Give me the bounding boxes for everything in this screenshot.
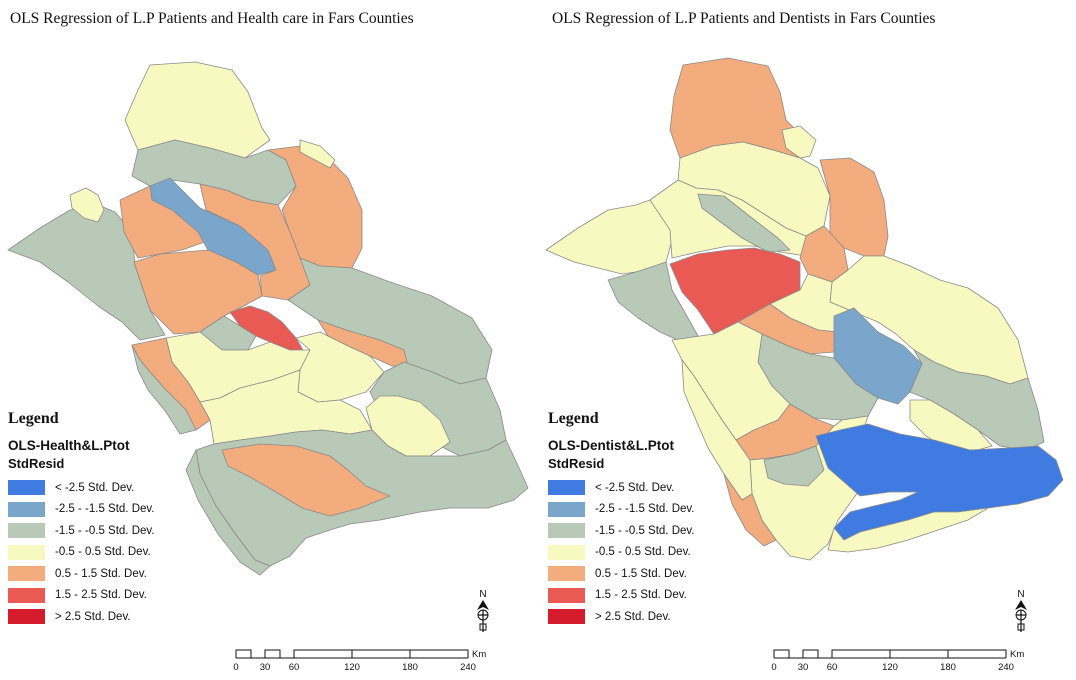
legend-item: > 2.5 Std. Dev. [8,606,208,628]
legend-swatch [8,587,45,603]
fars-map-dentist [545,57,1064,561]
legend-items: < -2.5 Std. Dev. -2.5 - -1.5 Std. Dev. -… [548,477,748,628]
legend-label: -0.5 - 0.5 Std. Dev. [595,546,691,559]
legend-label: > 2.5 Std. Dev. [55,610,131,623]
map-title: OLS Regression of L.P Patients and Healt… [10,10,414,27]
legend-label: < -2.5 Std. Dev. [55,481,135,494]
legend-field-name: StdResid [548,456,605,471]
legend-label: 1.5 - 2.5 Std. Dev. [55,589,147,602]
north-arrow-icon: N [1015,589,1027,632]
legend-swatch [548,587,585,603]
legend-label: -2.5 - -1.5 Std. Dev. [55,503,155,516]
legend-swatch [8,523,45,539]
legend-swatch [8,501,45,517]
scale-tick-label: 180 [940,662,956,673]
scale-tick-label: 120 [344,662,360,673]
scale-bar: 0 30 60 120 180 240 Km [233,649,486,673]
scale-tick-label: 240 [998,662,1014,673]
scale-tick-label: 180 [402,662,418,673]
legend-layer-name: OLS-Health&L.Ptot [8,438,130,453]
legend-item: > 2.5 Std. Dev. [548,606,748,628]
legend-item: 1.5 - 2.5 Std. Dev. [8,585,208,607]
county-region [909,399,993,453]
scale-tick-label: 60 [827,662,838,673]
county-region [299,139,336,169]
legend-label: < -2.5 Std. Dev. [595,481,675,494]
county-region [763,445,825,487]
county-region [697,193,791,253]
legend-label: -0.5 - 0.5 Std. Dev. [55,546,151,559]
legend-layer-name: OLS-Dentist&L.Ptot [548,438,674,453]
legend-item: -2.5 - -1.5 Std. Dev. [8,499,208,521]
legend-label: > 2.5 Std. Dev. [595,610,671,623]
north-label: N [1017,589,1024,600]
legend-swatch [548,544,585,560]
legend-label: 0.5 - 1.5 Std. Dev. [55,567,147,580]
scale-tick-label: 240 [460,662,476,673]
fars-map-health [7,61,529,576]
legend-item: 0.5 - 1.5 Std. Dev. [548,563,748,585]
scale-unit: Km [472,649,486,660]
county-region [133,249,263,335]
county-region [221,443,391,517]
legend-item: 0.5 - 1.5 Std. Dev. [8,563,208,585]
county-region [723,473,777,547]
north-label: N [479,589,486,600]
legend-item: -0.5 - 0.5 Std. Dev. [8,542,208,564]
county-region [131,344,197,435]
county-region [185,449,271,576]
legend-swatch [548,523,585,539]
scale-unit: Km [1010,649,1024,660]
county-region [295,331,385,403]
scale-tick-label: 0 [233,662,238,673]
legend-item: -2.5 - -1.5 Std. Dev. [548,499,748,521]
legend-item: -1.5 - -0.5 Std. Dev. [8,520,208,542]
legend-swatch [548,480,585,496]
legend-label: -1.5 - -0.5 Std. Dev. [595,524,695,537]
legend-field-name: StdResid [8,456,65,471]
legend-item: < -2.5 Std. Dev. [548,477,748,499]
scale-tick-label: 0 [771,662,776,673]
county-region [781,125,817,159]
north-arrow-icon: N [477,589,489,632]
legend-items: < -2.5 Std. Dev. -2.5 - -1.5 Std. Dev. -… [8,477,208,628]
legend-swatch [548,501,585,517]
map-panel-health: OLS Regression of L.P Patients and Healt… [7,10,529,673]
scale-tick-label: 60 [289,662,300,673]
scale-tick-label: 30 [798,662,809,673]
map-panel-dentist: OLS Regression of L.P Patients and Denti… [538,0,1076,680]
legend-label: -1.5 - -0.5 Std. Dev. [55,524,155,537]
county-region [545,199,673,275]
legend-item: 1.5 - 2.5 Std. Dev. [548,585,748,607]
legend-heading: Legend [8,410,59,427]
map-legend: Legend OLS-Dentist&L.Ptot StdResid < -2.… [548,410,748,628]
legend-label: 1.5 - 2.5 Std. Dev. [595,589,687,602]
legend-swatch [8,566,45,582]
county-region [69,187,105,223]
scale-tick-label: 120 [882,662,898,673]
legend-item: -0.5 - 0.5 Std. Dev. [548,542,748,564]
legend-label: -2.5 - -1.5 Std. Dev. [595,503,695,516]
scale-tick-label: 30 [260,662,271,673]
legend-swatch [548,566,585,582]
map-title: OLS Regression of L.P Patients and Denti… [552,10,936,27]
legend-item: < -2.5 Std. Dev. [8,477,208,499]
legend-item: -1.5 - -0.5 Std. Dev. [548,520,748,542]
legend-heading: Legend [548,410,599,427]
legend-swatch [8,480,45,496]
legend-swatch [548,609,585,625]
county-region [124,61,271,159]
legend-label: 0.5 - 1.5 Std. Dev. [595,567,687,580]
legend-swatch [8,544,45,560]
county-region [827,507,989,553]
map-legend: Legend OLS-Health&L.Ptot StdResid < -2.5… [8,410,208,628]
legend-swatch [8,609,45,625]
scale-bar: 0 30 60 120 180 240 Km [771,649,1024,673]
